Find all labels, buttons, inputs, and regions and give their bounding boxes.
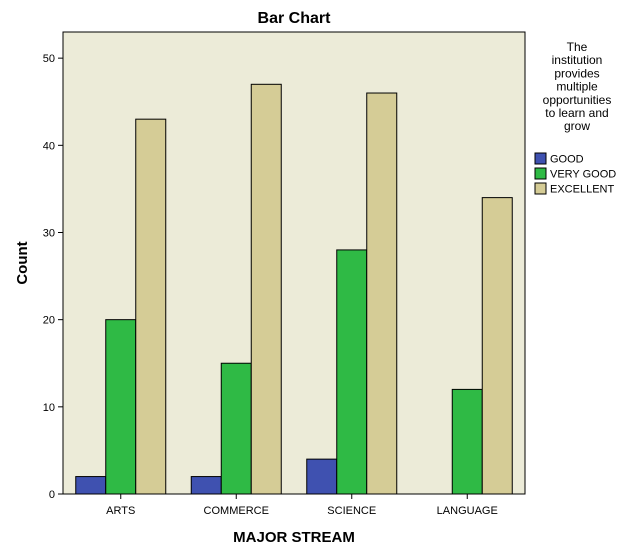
legend-title-line: opportunities [543, 93, 612, 107]
x-tick-label: LANGUAGE [437, 505, 498, 517]
x-tick-label: ARTS [106, 505, 135, 517]
legend-label: EXCELLENT [550, 184, 614, 196]
bar-arts-excellent [135, 118, 167, 495]
legend-label: VERY GOOD [550, 169, 616, 181]
legend-title-line: to learn and [545, 106, 608, 120]
chart-title: Bar Chart [258, 10, 332, 27]
x-tick-label: SCIENCE [327, 505, 376, 517]
legend-title-line: provides [554, 66, 599, 80]
legend-title-line: The [567, 40, 588, 54]
y-tick-label: 50 [43, 53, 55, 65]
legend-swatch-good [534, 152, 547, 165]
y-tick-label: 20 [43, 315, 55, 327]
legend-title-line: grow [564, 119, 590, 133]
legend-title-line: multiple [556, 80, 598, 94]
bar-science-excellent [366, 92, 398, 495]
bar-commerce-good [190, 476, 222, 495]
bar-commerce-excellent [250, 83, 282, 495]
bar-science-good [306, 458, 338, 495]
bar-arts-very-good [105, 319, 137, 495]
bar-language-very-good [451, 388, 483, 495]
bar-science-very-good [336, 249, 368, 495]
legend-label: GOOD [550, 154, 584, 166]
bars-group [75, 83, 513, 495]
y-tick-label: 0 [49, 489, 55, 501]
y-axis-title: Count [14, 241, 31, 284]
legend-swatch-excellent [534, 182, 547, 195]
x-tick-label: COMMERCE [204, 505, 269, 517]
y-axis: 0 10 20 30 40 50 [43, 53, 63, 501]
y-tick-label: 10 [43, 402, 55, 414]
legend: Theinstitutionprovidesmultipleopportunit… [534, 40, 616, 196]
x-axis: ARTS COMMERCE SCIENCE LANGUAGE [106, 494, 498, 517]
bar-arts-good [75, 476, 107, 495]
legend-title-line: institution [552, 53, 603, 67]
legend-swatch-very-good [534, 167, 547, 180]
y-tick-label: 30 [43, 227, 55, 239]
bar-commerce-very-good [220, 362, 252, 495]
bar-language-excellent [481, 197, 513, 495]
y-tick-label: 40 [43, 140, 55, 152]
x-axis-title: MAJOR STREAM [233, 529, 355, 545]
